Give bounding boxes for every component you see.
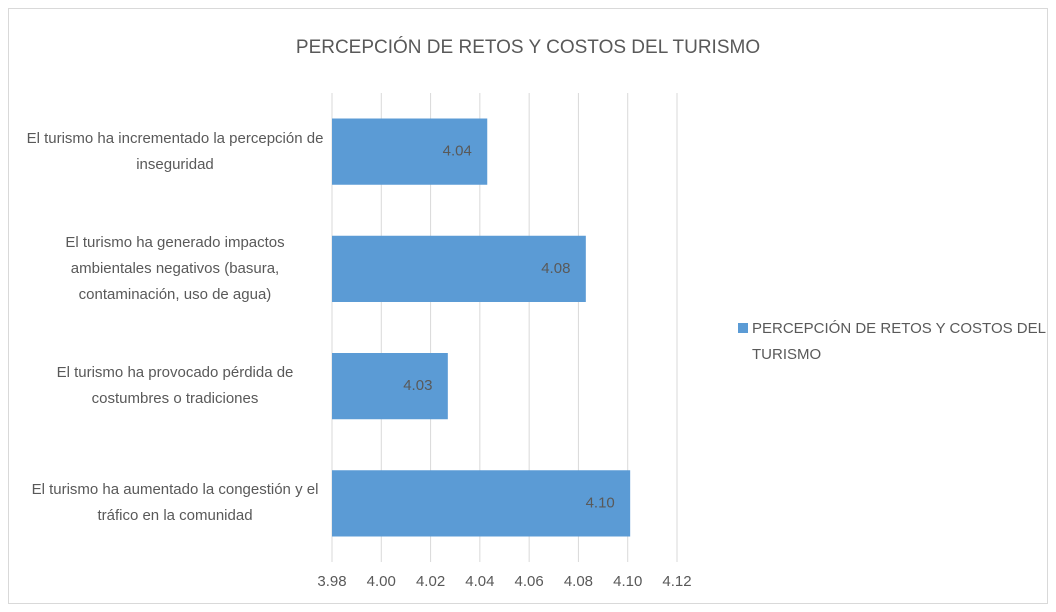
bar — [332, 353, 448, 420]
bar — [332, 118, 488, 185]
x-tick-label: 4.00 — [367, 573, 396, 590]
legend-label: PERCEPCIÓN DE RETOS Y COSTOS DEL TURISMO — [752, 320, 1046, 363]
bar — [332, 235, 586, 302]
y-tick-label: El turismo ha generado impactos ambienta… — [65, 233, 285, 303]
data-label: 4.04 — [443, 143, 472, 160]
x-tick-label: 4.08 — [564, 573, 593, 590]
data-label: 4.10 — [586, 494, 615, 511]
y-tick-label: El turismo ha aumentado la congestión y … — [31, 481, 319, 525]
data-label: 4.03 — [403, 377, 432, 394]
x-tick-label: 4.04 — [465, 573, 494, 590]
x-tick-label: 4.12 — [662, 573, 691, 590]
x-tick-label: 4.10 — [613, 573, 642, 590]
bar — [332, 470, 631, 537]
y-tick-label: El turismo ha incrementado la percepción… — [26, 129, 324, 173]
legend-swatch — [738, 323, 748, 333]
y-tick-label: El turismo ha provocado pérdida de costu… — [56, 364, 294, 408]
data-label: 4.08 — [541, 260, 570, 277]
x-tick-label: 3.98 — [317, 573, 346, 590]
x-tick-label: 4.02 — [416, 573, 445, 590]
x-tick-label: 4.06 — [515, 573, 544, 590]
chart-title: PERCEPCIÓN DE RETOS Y COSTOS DEL TURISMO — [296, 36, 760, 58]
